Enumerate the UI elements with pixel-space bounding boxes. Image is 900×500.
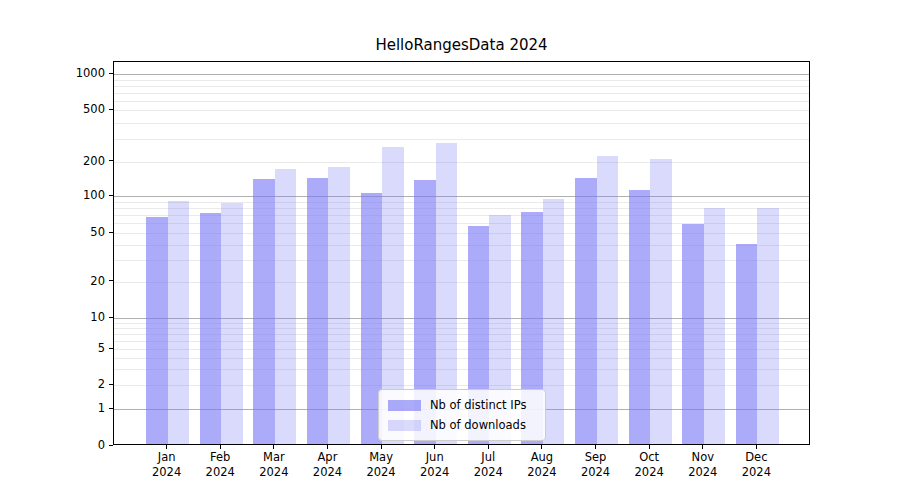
bar-ips-nov [682, 224, 703, 444]
legend-item-distinct-ips: Nb of distinct IPs [388, 395, 536, 415]
x-tick-mark [273, 445, 274, 449]
bar-ips-oct [629, 190, 650, 444]
x-tick-label: Aug2024 [514, 450, 570, 479]
y-major-gridline [114, 74, 809, 75]
bar-downloads-jan [168, 201, 189, 444]
bar-downloads-nov [704, 208, 725, 444]
y-minor-gridline [114, 162, 809, 163]
x-tick-label: Apr2024 [299, 450, 355, 479]
legend-swatch-downloads [388, 420, 421, 431]
x-tick-label: Nov2024 [675, 450, 731, 479]
bar-ips-jan [146, 217, 167, 444]
y-tick-mark [109, 195, 113, 196]
bar-ips-apr [307, 178, 328, 444]
bar-ips-sep [575, 178, 596, 444]
y-tick-mark [109, 408, 113, 409]
y-minor-gridline [114, 110, 809, 111]
bar-downloads-sep [597, 156, 618, 444]
x-tick-label: Dec2024 [728, 450, 784, 479]
x-tick-mark [220, 445, 221, 449]
x-tick-mark [327, 445, 328, 449]
bar-downloads-aug [543, 199, 564, 444]
legend-swatch-ips [388, 400, 421, 411]
x-tick-label: Mar2024 [246, 450, 302, 479]
chart-title: HelloRangesData 2024 [113, 36, 810, 54]
x-tick-mark [488, 445, 489, 449]
x-tick-mark [541, 445, 542, 449]
y-minor-gridline [114, 123, 809, 124]
y-tick-mark [109, 384, 113, 385]
x-tick-mark [381, 445, 382, 449]
legend-item-downloads: Nb of downloads [388, 415, 536, 435]
x-tick-label: Jun2024 [407, 450, 463, 479]
x-tick-label: Jul2024 [460, 450, 516, 479]
legend-label-downloads: Nb of downloads [430, 418, 526, 432]
plot-area [113, 61, 810, 445]
y-minor-gridline [114, 202, 809, 203]
y-tick-mark [109, 160, 113, 161]
x-tick-mark [649, 445, 650, 449]
y-tick-mark [109, 73, 113, 74]
bar-ips-mar [253, 179, 274, 444]
legend-label-distinct-ips: Nb of distinct IPs [430, 398, 526, 412]
x-tick-mark [595, 445, 596, 449]
y-minor-gridline [114, 80, 809, 81]
bar-downloads-dec [757, 208, 778, 444]
legend: Nb of distinct IPs Nb of downloads [378, 389, 546, 441]
x-tick-mark [434, 445, 435, 449]
bar-ips-feb [200, 213, 221, 444]
x-tick-label: Oct2024 [621, 450, 677, 479]
y-tick-label: 20 [0, 274, 105, 288]
bar-downloads-mar [275, 169, 296, 444]
x-tick-label: Jan2024 [139, 450, 195, 479]
x-tick-label: May2024 [353, 450, 409, 479]
y-tick-mark [109, 348, 113, 349]
y-tick-label: 100 [0, 188, 105, 202]
y-tick-mark [109, 317, 113, 318]
y-major-gridline [114, 196, 809, 197]
y-minor-gridline [114, 93, 809, 94]
y-minor-gridline [114, 86, 809, 87]
x-tick-label: Feb2024 [192, 450, 248, 479]
y-minor-gridline [114, 101, 809, 102]
x-tick-mark [702, 445, 703, 449]
y-tick-label: 2 [0, 377, 105, 391]
figure-canvas: HelloRangesData 2024 0 1 2 5 10 20 50 100 200 500… [0, 0, 900, 500]
y-tick-label: 0 [0, 438, 105, 452]
y-tick-label: 1000 [0, 66, 105, 80]
x-tick-label: Sep2024 [568, 450, 624, 479]
y-tick-label: 1 [0, 401, 105, 415]
y-tick-mark [109, 280, 113, 281]
y-tick-label: 10 [0, 310, 105, 324]
bar-downloads-apr [328, 167, 349, 444]
x-tick-mark [166, 445, 167, 449]
bar-downloads-oct [650, 159, 671, 444]
y-tick-mark [109, 109, 113, 110]
x-tick-mark [756, 445, 757, 449]
y-tick-label: 200 [0, 154, 105, 168]
bar-downloads-feb [221, 203, 242, 444]
y-tick-mark [109, 445, 113, 446]
y-tick-mark [109, 232, 113, 233]
bar-ips-dec [736, 244, 757, 444]
y-tick-label: 5 [0, 341, 105, 355]
y-minor-gridline [114, 139, 809, 140]
y-tick-label: 50 [0, 225, 105, 239]
y-tick-label: 500 [0, 102, 105, 116]
